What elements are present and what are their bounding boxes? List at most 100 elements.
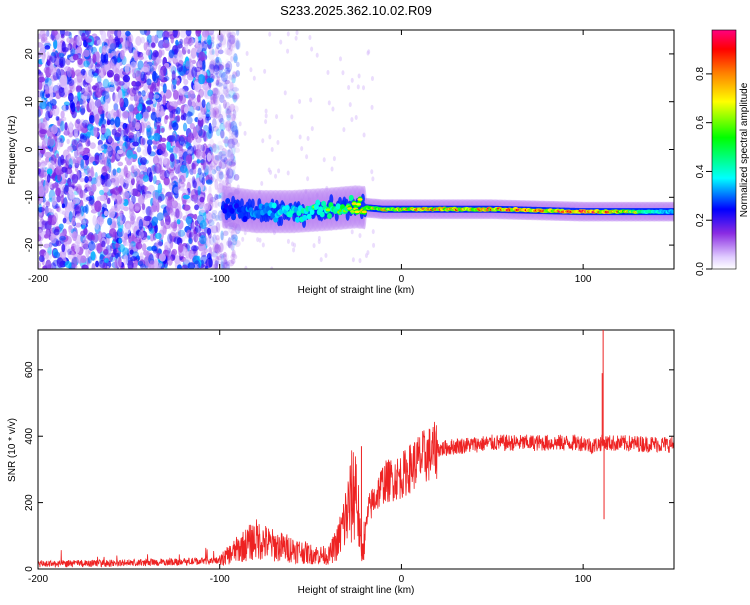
heatmap-noise-cell bbox=[154, 121, 162, 128]
heatmap-noise-cell bbox=[124, 64, 130, 74]
heatmap-ridge-core bbox=[229, 207, 235, 214]
heatmap-ridge-core bbox=[326, 213, 332, 220]
heatmap-noise-cell bbox=[220, 256, 226, 266]
heatmap-noise-cell bbox=[183, 256, 190, 265]
heatmap-noise-cell bbox=[54, 203, 60, 209]
heatmap-noise-cell bbox=[97, 231, 103, 243]
heatmap-noise-cell bbox=[224, 261, 231, 266]
heatmap-noise-cell bbox=[117, 30, 121, 39]
heatmap-ridge-peak bbox=[355, 202, 362, 206]
heatmap-noise-cell bbox=[220, 230, 224, 241]
heatmap-ridge-peak bbox=[361, 210, 367, 214]
heatmap-noise-cell bbox=[150, 52, 157, 61]
heatmap-noise-cell bbox=[43, 243, 51, 249]
heatmap-noise-cell bbox=[283, 90, 287, 96]
heatmap-noise-cell bbox=[215, 214, 220, 221]
heatmap-noise-cell bbox=[60, 33, 65, 39]
heatmap-noise-cell bbox=[140, 52, 148, 61]
heatmap-noise-cell bbox=[183, 78, 189, 85]
heatmap-noise-cell bbox=[317, 239, 321, 245]
heatmap-noise-cell bbox=[200, 159, 206, 164]
heatmap-noise-cell bbox=[87, 241, 96, 251]
heatmap-noise-cell bbox=[75, 160, 80, 168]
snr-x-label: Height of straight line (km) bbox=[298, 585, 415, 596]
heatmap-noise-cell bbox=[197, 112, 203, 121]
heatmap-noise-cell bbox=[129, 206, 135, 217]
heatmap-noise-cell bbox=[88, 83, 92, 93]
heatmap-noise-cell bbox=[88, 184, 95, 196]
heatmap-noise-cell bbox=[82, 154, 90, 161]
heatmap-noise-cell bbox=[206, 129, 212, 140]
heatmap-noise-cell bbox=[214, 154, 222, 161]
heatmap-noise-cell bbox=[206, 77, 214, 83]
heatmap-noise-cell bbox=[198, 88, 205, 98]
heatmap-x-tick-label: 100 bbox=[575, 274, 592, 285]
heatmap-noise-cell bbox=[219, 117, 225, 125]
heatmap-noise-cell bbox=[109, 119, 115, 126]
heatmap-noise-cell bbox=[366, 50, 370, 56]
heatmap-noise-cell bbox=[117, 161, 124, 167]
heatmap-noise-cell bbox=[227, 147, 234, 158]
heatmap-noise-cell bbox=[67, 248, 72, 256]
heatmap-noise-cell bbox=[202, 31, 206, 37]
heatmap-noise-cell bbox=[213, 263, 218, 269]
heatmap-noise-cell bbox=[226, 39, 232, 50]
heatmap-noise-cell bbox=[215, 128, 221, 137]
heatmap-noise-cell bbox=[107, 135, 113, 143]
heatmap-noise-cell bbox=[195, 74, 200, 83]
heatmap-noise-cell bbox=[216, 170, 223, 182]
heatmap-noise-cell bbox=[196, 255, 201, 262]
heatmap-noise-cell bbox=[59, 74, 68, 87]
heatmap-noise-cell bbox=[230, 253, 238, 260]
heatmap-noise-cell bbox=[215, 194, 222, 200]
heatmap-noise-cell bbox=[121, 227, 126, 238]
heatmap-noise-cell bbox=[55, 240, 62, 247]
heatmap-noise-cell bbox=[202, 60, 206, 72]
heatmap-noise-cell bbox=[139, 121, 145, 134]
heatmap-noise-cell bbox=[219, 111, 227, 120]
heatmap-noise-cell bbox=[222, 230, 229, 237]
heatmap-noise-cell bbox=[264, 119, 268, 125]
heatmap-noise-cell bbox=[43, 66, 50, 74]
heatmap-noise-cell bbox=[212, 58, 220, 70]
heatmap-noise-cell bbox=[171, 200, 179, 209]
heatmap-noise-cell bbox=[117, 89, 123, 101]
heatmap-noise-cell bbox=[222, 99, 227, 105]
heatmap-noise-cell bbox=[41, 121, 49, 130]
heatmap-noise-cell bbox=[191, 222, 196, 231]
heatmap-noise-cell bbox=[53, 104, 57, 110]
heatmap-noise-cell bbox=[308, 35, 312, 41]
heatmap-noise-cell bbox=[225, 167, 230, 177]
heatmap-noise-cell bbox=[147, 206, 152, 216]
heatmap-noise-cell bbox=[220, 153, 228, 163]
heatmap-noise-cell bbox=[74, 119, 80, 129]
heatmap-y-tick-label: -10 bbox=[24, 190, 35, 205]
heatmap-noise-cell bbox=[165, 250, 172, 257]
heatmap-noise-cell bbox=[229, 116, 236, 127]
heatmap-noise-cell bbox=[225, 176, 229, 186]
heatmap-noise-cell bbox=[218, 103, 222, 115]
heatmap-noise-cell bbox=[111, 217, 120, 224]
heatmap-noise-cell bbox=[235, 128, 239, 138]
heatmap-noise-cell bbox=[234, 129, 239, 138]
heatmap-noise-cell bbox=[274, 173, 278, 179]
heatmap-noise-cell bbox=[156, 101, 161, 112]
heatmap-noise-cell bbox=[305, 154, 309, 160]
heatmap-noise-cell bbox=[176, 115, 181, 122]
heatmap-noise-cell bbox=[135, 134, 139, 143]
heatmap-noise-cell bbox=[113, 102, 119, 110]
heatmap-noise-cell bbox=[222, 261, 230, 269]
heatmap-noise-cell bbox=[195, 30, 201, 37]
heatmap-noise-cell bbox=[74, 133, 79, 139]
heatmap-noise-cell bbox=[219, 159, 227, 170]
heatmap-noise-cell bbox=[229, 31, 236, 38]
heatmap-noise-cell bbox=[212, 177, 217, 183]
heatmap-noise-cell bbox=[125, 223, 131, 235]
heatmap-noise-cell bbox=[157, 241, 164, 246]
heatmap-noise-cell bbox=[215, 79, 220, 86]
heatmap-noise-cell bbox=[196, 94, 201, 103]
heatmap-noise-cell bbox=[140, 36, 146, 44]
heatmap-noise-cell bbox=[261, 138, 265, 144]
heatmap-noise-cell bbox=[129, 256, 138, 262]
heatmap-noise-cell bbox=[99, 189, 105, 196]
